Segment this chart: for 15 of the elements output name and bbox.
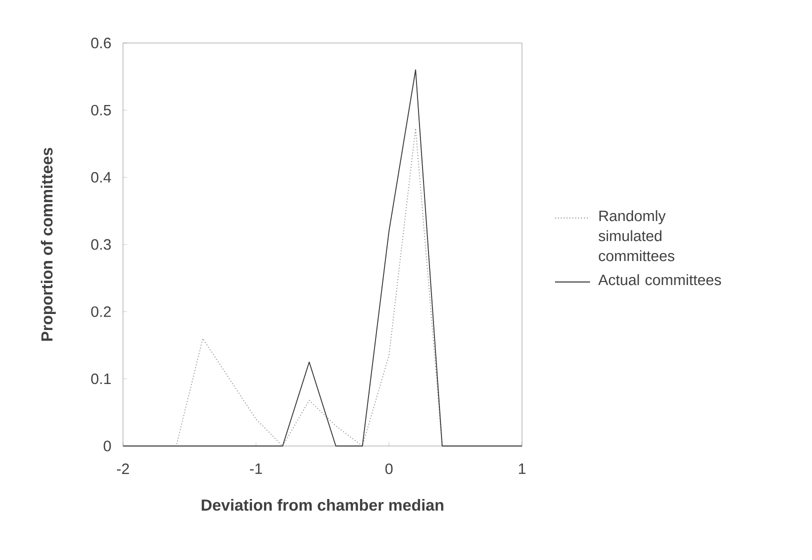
y-tick-label: 0.2 [91, 306, 111, 317]
y-tick-label: 0.3 [91, 239, 111, 250]
x-axis-title: Deviation from chamber median [202, 499, 444, 511]
x-tick-label: 0 [385, 464, 393, 474]
y-tick-label: 0 [104, 440, 111, 452]
legend-label: Randomly simulated committees [598, 210, 674, 262]
y-tick-label: 0.1 [91, 374, 111, 384]
y-tick-label: 0.4 [91, 172, 112, 183]
y-tick-label: 0.6 [91, 38, 111, 48]
x-tick-label: 1 [518, 464, 526, 474]
y-axis-title: Proportion of committees [40, 148, 56, 341]
y-tick-label: 0.5 [91, 104, 111, 116]
x-tick-label: -1 [250, 464, 262, 474]
legend-label: Actual committees [598, 274, 722, 286]
x-tick-label: -2 [117, 464, 129, 474]
